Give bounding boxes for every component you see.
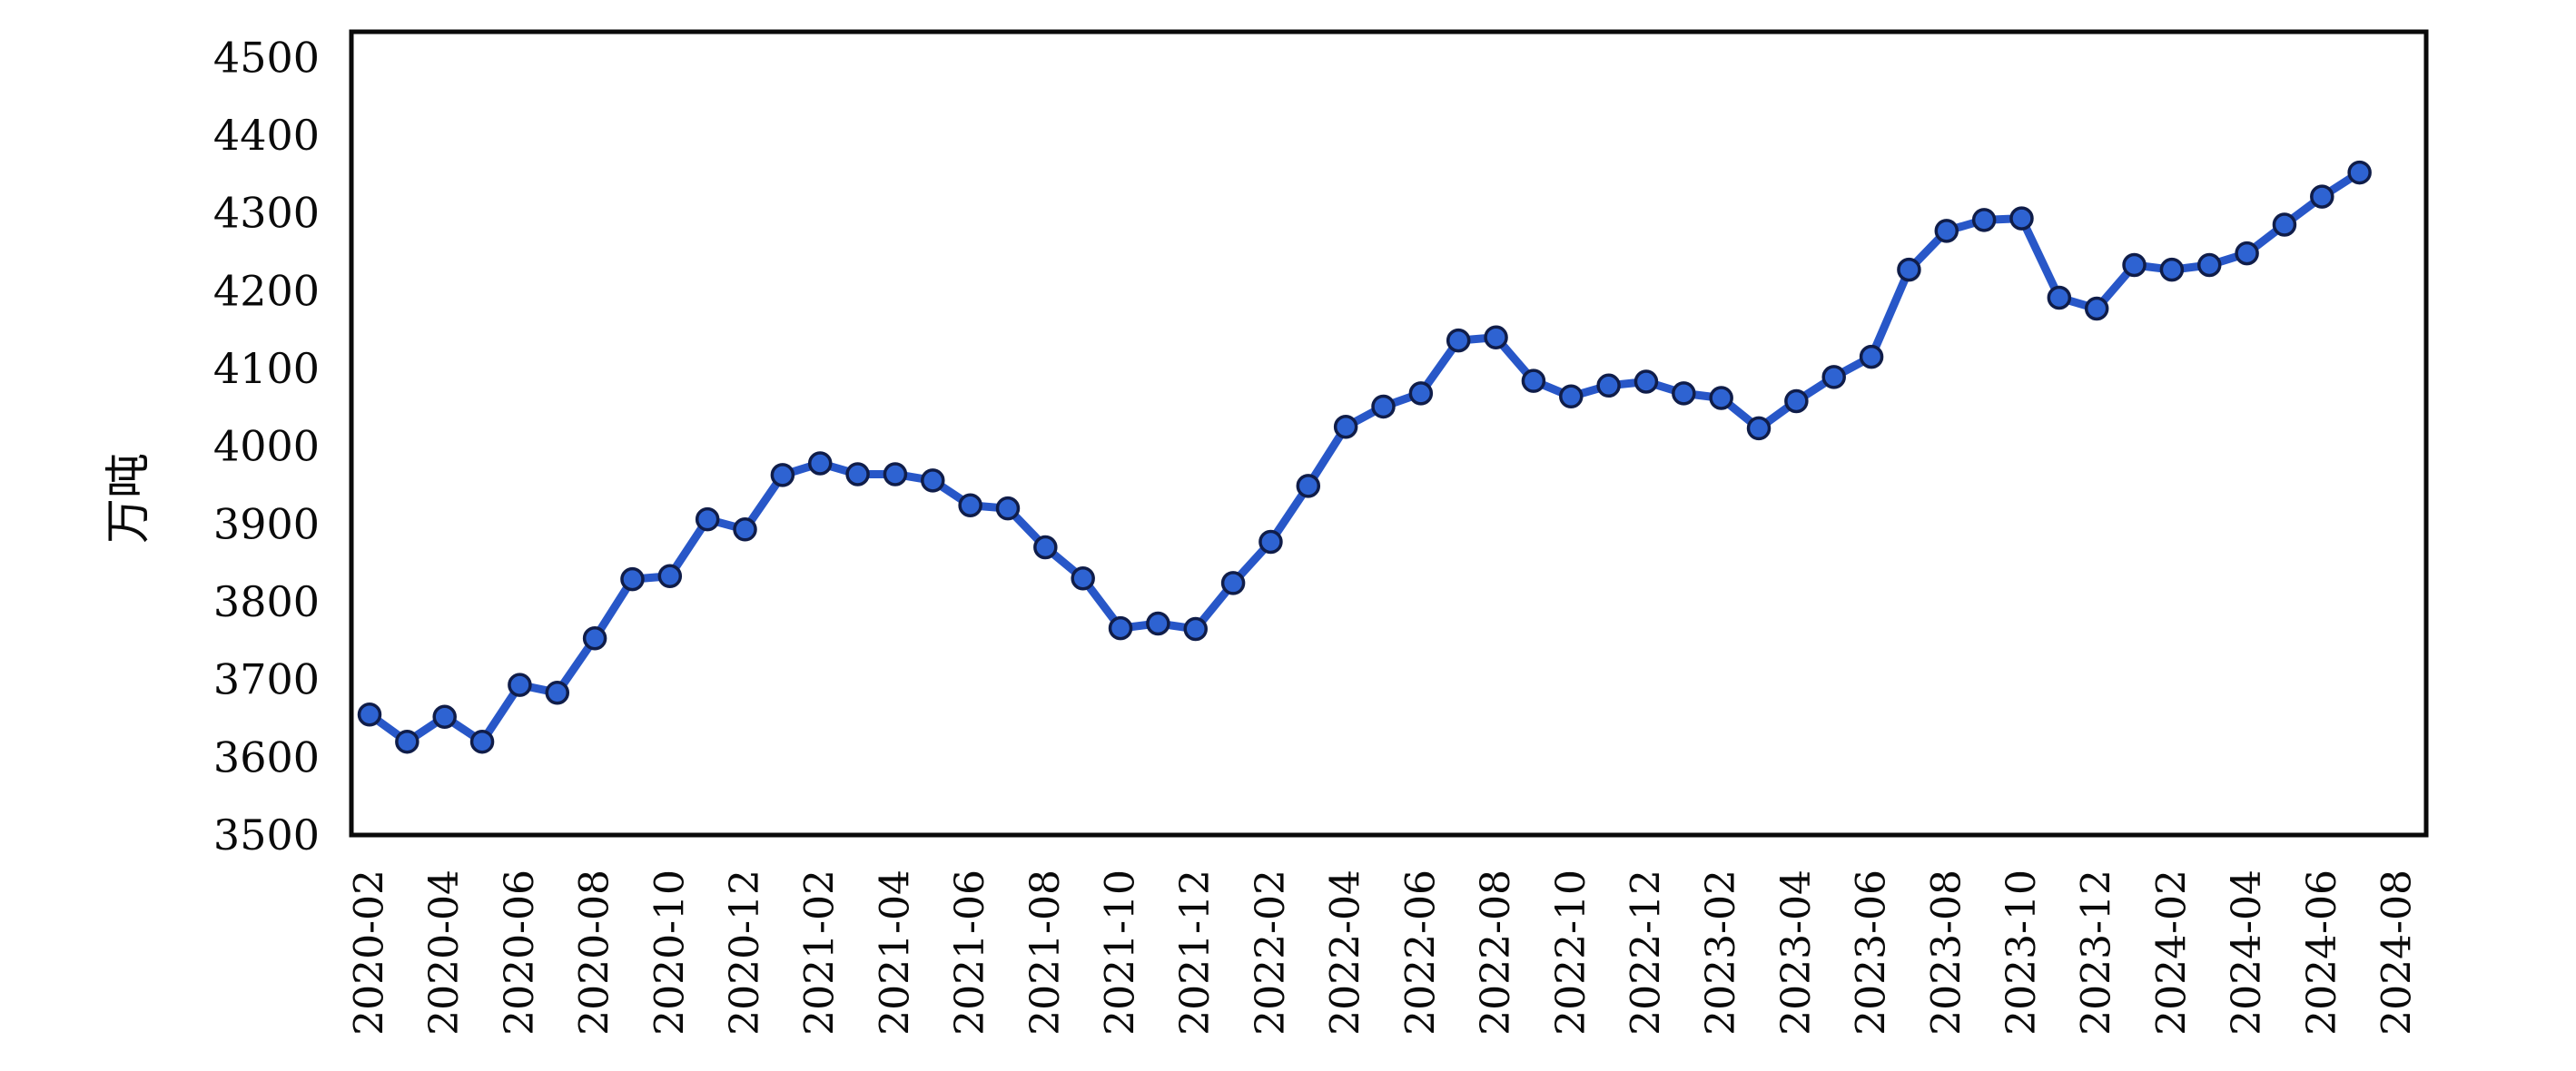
x-tick-label: 2022-10: [1548, 870, 1594, 1036]
data-point: [1371, 394, 1396, 419]
x-tick-label: 2021-12: [1172, 870, 1219, 1036]
x-tick-label: 2023-12: [2074, 870, 2120, 1036]
data-point: [733, 517, 757, 542]
data-point: [1108, 615, 1133, 641]
y-tick-label: 4000: [213, 422, 320, 471]
data-point: [1033, 535, 1058, 560]
data-point: [1484, 325, 1508, 349]
y-tick-label: 3500: [213, 811, 320, 860]
data-point: [2122, 252, 2147, 278]
plot-frame: [349, 29, 2429, 838]
data-point: [1784, 388, 1809, 414]
x-tick-label: 2023-04: [1773, 870, 1820, 1036]
data-point: [1071, 566, 1095, 591]
data-point: [582, 625, 607, 651]
data-point: [1521, 368, 1546, 393]
data-point: [1971, 208, 1997, 232]
data-point: [995, 496, 1021, 521]
data-point: [1859, 344, 1884, 369]
x-tick-label: 2022-04: [1323, 870, 1369, 1036]
x-tick-label: 2020-08: [572, 870, 618, 1036]
data-point: [357, 702, 382, 727]
y-tick-label: 4500: [213, 33, 320, 82]
data-point: [2047, 285, 2072, 310]
x-tick-label: 2022-02: [1248, 870, 1294, 1036]
x-tick-label: 2020-04: [421, 870, 468, 1036]
x-tick-label: 2022-12: [1623, 870, 1669, 1036]
data-point: [2009, 206, 2034, 231]
x-tick-label: 2024-08: [2374, 870, 2421, 1036]
y-tick-label: 4100: [213, 344, 320, 393]
data-point: [1220, 571, 1246, 595]
data-point: [1709, 386, 1733, 410]
data-point: [695, 506, 720, 532]
x-tick-label: 2022-06: [1397, 870, 1444, 1036]
x-tick-label: 2021-02: [797, 870, 844, 1036]
data-point: [958, 493, 982, 517]
data-point: [2084, 296, 2109, 321]
data-point: [1258, 529, 1283, 555]
data-point: [1934, 219, 1959, 243]
data-point: [395, 729, 419, 754]
data-point: [545, 680, 570, 705]
data-point: [1746, 416, 1772, 441]
x-tick-label: 2020-02: [347, 870, 393, 1036]
data-point: [2310, 184, 2334, 209]
data-point: [883, 462, 908, 486]
x-tick-label: 2023-10: [1999, 870, 2045, 1036]
data-point: [921, 468, 945, 493]
x-tick-label: 2021-10: [1098, 870, 1144, 1036]
y-tick-label: 3600: [213, 732, 320, 781]
x-tick-label: 2024-06: [2299, 870, 2345, 1036]
data-point: [2159, 257, 2185, 282]
y-tick-label: 3700: [213, 655, 320, 704]
x-tick-label: 2022-08: [1473, 870, 1519, 1036]
data-point: [2196, 252, 2222, 278]
data-point: [1296, 474, 1321, 498]
data-point: [1408, 381, 1434, 406]
data-point: [432, 704, 457, 730]
x-tick-label: 2024-04: [2224, 870, 2270, 1036]
data-point: [2272, 212, 2297, 237]
x-tick-label: 2020-10: [646, 870, 693, 1036]
x-tick-label: 2020-12: [722, 870, 768, 1036]
data-point: [1897, 257, 1921, 282]
data-point: [807, 451, 833, 476]
x-tick-label: 2023-08: [1923, 870, 1969, 1036]
data-point: [1333, 414, 1358, 439]
data-point: [845, 462, 870, 486]
data-point: [770, 463, 795, 487]
y-tick-label: 3900: [213, 499, 320, 548]
data-point: [657, 564, 683, 588]
data-point: [469, 729, 495, 754]
data-point: [1183, 616, 1208, 642]
x-tick-label: 2021-04: [872, 870, 918, 1036]
x-tick-label: 2021-06: [947, 870, 993, 1036]
data-point: [1672, 381, 1696, 406]
x-tick-label: 2023-02: [1698, 870, 1744, 1036]
data-point: [1559, 384, 1584, 409]
x-tick-label: 2023-06: [1849, 870, 1895, 1036]
data-point: [1821, 365, 1846, 389]
data-point: [1146, 611, 1170, 636]
y-tick-label: 4400: [213, 111, 320, 160]
data-point: [1633, 369, 1659, 394]
data-point: [620, 566, 645, 592]
data-point: [2347, 160, 2372, 185]
y-tick-label: 4300: [213, 189, 320, 238]
data-point: [1596, 373, 1621, 398]
x-tick-label: 2020-06: [497, 870, 543, 1036]
y-axis-unit-label: 万吨: [102, 453, 154, 544]
y-tick-label: 4200: [213, 266, 320, 315]
data-point: [2235, 241, 2259, 266]
data-point: [1446, 328, 1471, 353]
y-tick-label: 3800: [213, 577, 320, 626]
x-tick-label: 2021-08: [1022, 870, 1069, 1036]
x-tick-label: 2024-02: [2148, 870, 2195, 1036]
data-point: [508, 673, 532, 697]
